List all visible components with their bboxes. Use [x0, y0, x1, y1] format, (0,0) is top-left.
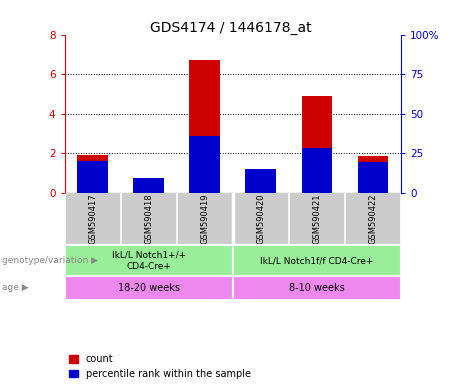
- FancyBboxPatch shape: [233, 276, 401, 300]
- Bar: [189, 136, 220, 193]
- Text: GSM590421: GSM590421: [313, 194, 321, 244]
- FancyBboxPatch shape: [233, 245, 401, 276]
- Bar: [301, 148, 332, 193]
- Text: GDS4174 / 1446178_at: GDS4174 / 1446178_at: [150, 21, 311, 35]
- Text: GSM590419: GSM590419: [200, 194, 209, 244]
- Bar: [133, 178, 164, 193]
- FancyBboxPatch shape: [65, 245, 233, 276]
- Legend: count, percentile rank within the sample: count, percentile rank within the sample: [70, 354, 251, 379]
- FancyBboxPatch shape: [65, 276, 233, 300]
- Bar: [358, 156, 389, 193]
- Bar: [358, 162, 389, 193]
- Text: genotype/variation ▶: genotype/variation ▶: [2, 256, 98, 265]
- Text: GSM590422: GSM590422: [368, 194, 378, 244]
- Text: GSM590417: GSM590417: [88, 194, 97, 244]
- Bar: [245, 169, 276, 193]
- Bar: [189, 60, 220, 193]
- Bar: [77, 155, 108, 193]
- Text: GSM590420: GSM590420: [256, 194, 266, 244]
- Bar: [245, 175, 276, 193]
- Bar: [133, 185, 164, 193]
- Bar: [77, 161, 108, 193]
- Text: IkL/L Notch1+/+
CD4-Cre+: IkL/L Notch1+/+ CD4-Cre+: [112, 250, 186, 271]
- Text: GSM590418: GSM590418: [144, 194, 153, 244]
- Text: 8-10 weeks: 8-10 weeks: [289, 283, 345, 293]
- Bar: [301, 96, 332, 193]
- Text: 18-20 weeks: 18-20 weeks: [118, 283, 180, 293]
- Text: IkL/L Notch1f/f CD4-Cre+: IkL/L Notch1f/f CD4-Cre+: [260, 256, 373, 265]
- Text: age ▶: age ▶: [2, 283, 29, 293]
